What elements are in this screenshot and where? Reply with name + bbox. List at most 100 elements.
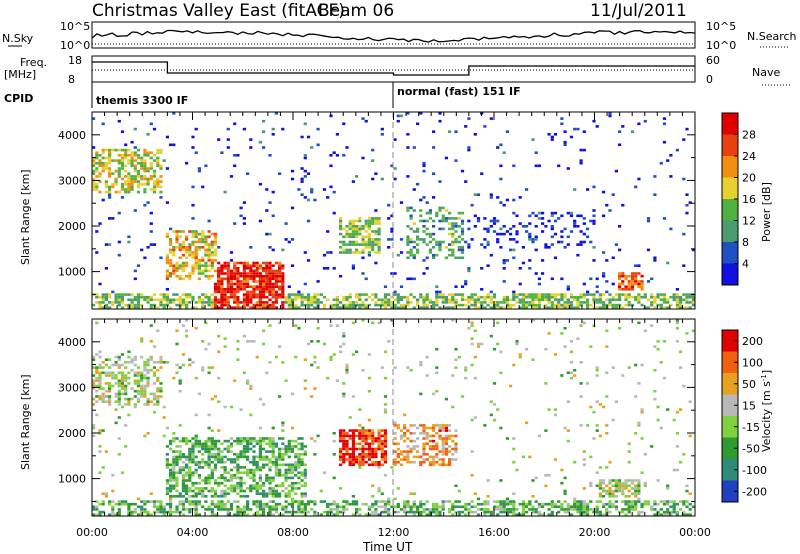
velocity-cell	[140, 379, 144, 382]
power-cell	[258, 264, 262, 267]
velocity-cell	[246, 437, 250, 440]
power-cell	[191, 253, 195, 257]
velocity-cell	[136, 392, 141, 396]
velocity-cell	[210, 489, 214, 493]
velocity-cell	[271, 513, 275, 516]
power-cell	[120, 298, 125, 302]
velocity-cell	[364, 455, 368, 459]
velocity-cell	[377, 505, 381, 509]
power-cell	[361, 225, 365, 228]
power-cell	[258, 303, 262, 307]
power-cell	[290, 177, 295, 181]
power-cell	[165, 261, 169, 265]
velocity-cell	[146, 400, 150, 403]
power-cell	[120, 301, 125, 304]
power-cell	[464, 303, 468, 307]
velocity-cell	[406, 450, 410, 453]
power-cell	[355, 293, 359, 296]
velocity-cell	[685, 332, 689, 335]
power-cell	[367, 219, 371, 223]
power-cell	[104, 267, 108, 270]
power-cell	[242, 295, 246, 299]
power-cell	[361, 306, 365, 309]
velocity-cell	[560, 374, 564, 377]
velocity-cell	[136, 389, 141, 393]
velocity-cell	[233, 466, 237, 469]
power-cell	[521, 261, 525, 265]
power-cell	[223, 293, 227, 296]
power-cell	[265, 282, 269, 286]
power-cell	[544, 298, 548, 302]
power-cell	[194, 301, 198, 304]
power-cell	[675, 288, 679, 291]
velocity-cell	[403, 455, 407, 459]
velocity-cell	[278, 495, 282, 498]
power-cell	[287, 301, 291, 304]
velocity-cell	[441, 450, 445, 453]
power-cell	[207, 277, 211, 281]
velocity-cell	[396, 502, 400, 506]
velocity-cell	[249, 447, 253, 451]
velocity-cell	[428, 510, 432, 514]
power-cell	[223, 303, 227, 307]
power-cell	[605, 298, 609, 302]
velocity-cell	[255, 484, 259, 488]
power-cell	[377, 243, 381, 246]
velocity-cell	[351, 395, 355, 398]
velocity-cell	[492, 347, 497, 351]
power-cell	[348, 303, 352, 307]
power-cell	[133, 177, 137, 181]
velocity-cell	[586, 382, 590, 385]
power-cell	[432, 256, 436, 260]
velocity-cell	[191, 442, 195, 446]
power-cell	[669, 175, 673, 178]
power-cell	[201, 301, 205, 304]
power-cell	[374, 209, 378, 212]
velocity-cell	[351, 495, 355, 498]
velocity-cell	[213, 445, 218, 448]
velocity-cell	[265, 492, 269, 495]
velocity-cell	[124, 366, 128, 369]
velocity-cell	[303, 471, 307, 474]
velocity-cell	[448, 460, 452, 464]
velocity-cell	[380, 455, 384, 459]
velocity-cell	[515, 468, 519, 472]
velocity-cell	[348, 434, 352, 438]
power-cell	[598, 301, 602, 304]
power-cell	[342, 227, 346, 231]
power-cell	[124, 154, 128, 157]
velocity-cell	[213, 495, 218, 498]
velocity-cell	[262, 484, 266, 488]
velocity-cell	[149, 500, 153, 503]
power-cell	[249, 306, 253, 309]
velocity-cell	[268, 442, 272, 446]
power-cell	[233, 122, 237, 126]
power-cell	[204, 267, 208, 270]
velocity-cell	[393, 497, 397, 501]
velocity-cell	[403, 450, 407, 453]
velocity-cell	[242, 447, 246, 451]
velocity-cell	[185, 437, 189, 440]
velocity-cell	[586, 505, 590, 509]
velocity-cell	[159, 502, 163, 506]
velocity-cell	[367, 434, 371, 438]
power-cell	[611, 256, 615, 260]
power-cell	[335, 298, 339, 302]
power-cell	[152, 190, 157, 194]
velocity-cell	[281, 442, 285, 446]
power-cell	[679, 295, 683, 299]
power-cell	[149, 164, 153, 168]
velocity-cell	[451, 458, 455, 461]
velocity-cell	[374, 447, 378, 451]
power-cell	[505, 130, 509, 133]
power-cell	[335, 303, 339, 307]
velocity-cell	[454, 505, 458, 509]
velocity-cell	[217, 350, 221, 354]
power-cell	[229, 285, 234, 288]
velocity-cell	[422, 508, 426, 511]
velocity-cell	[156, 397, 160, 401]
velocity-cell	[573, 497, 577, 501]
velocity-cell	[502, 505, 506, 509]
power-cell	[233, 290, 237, 294]
power-cell	[624, 277, 628, 281]
